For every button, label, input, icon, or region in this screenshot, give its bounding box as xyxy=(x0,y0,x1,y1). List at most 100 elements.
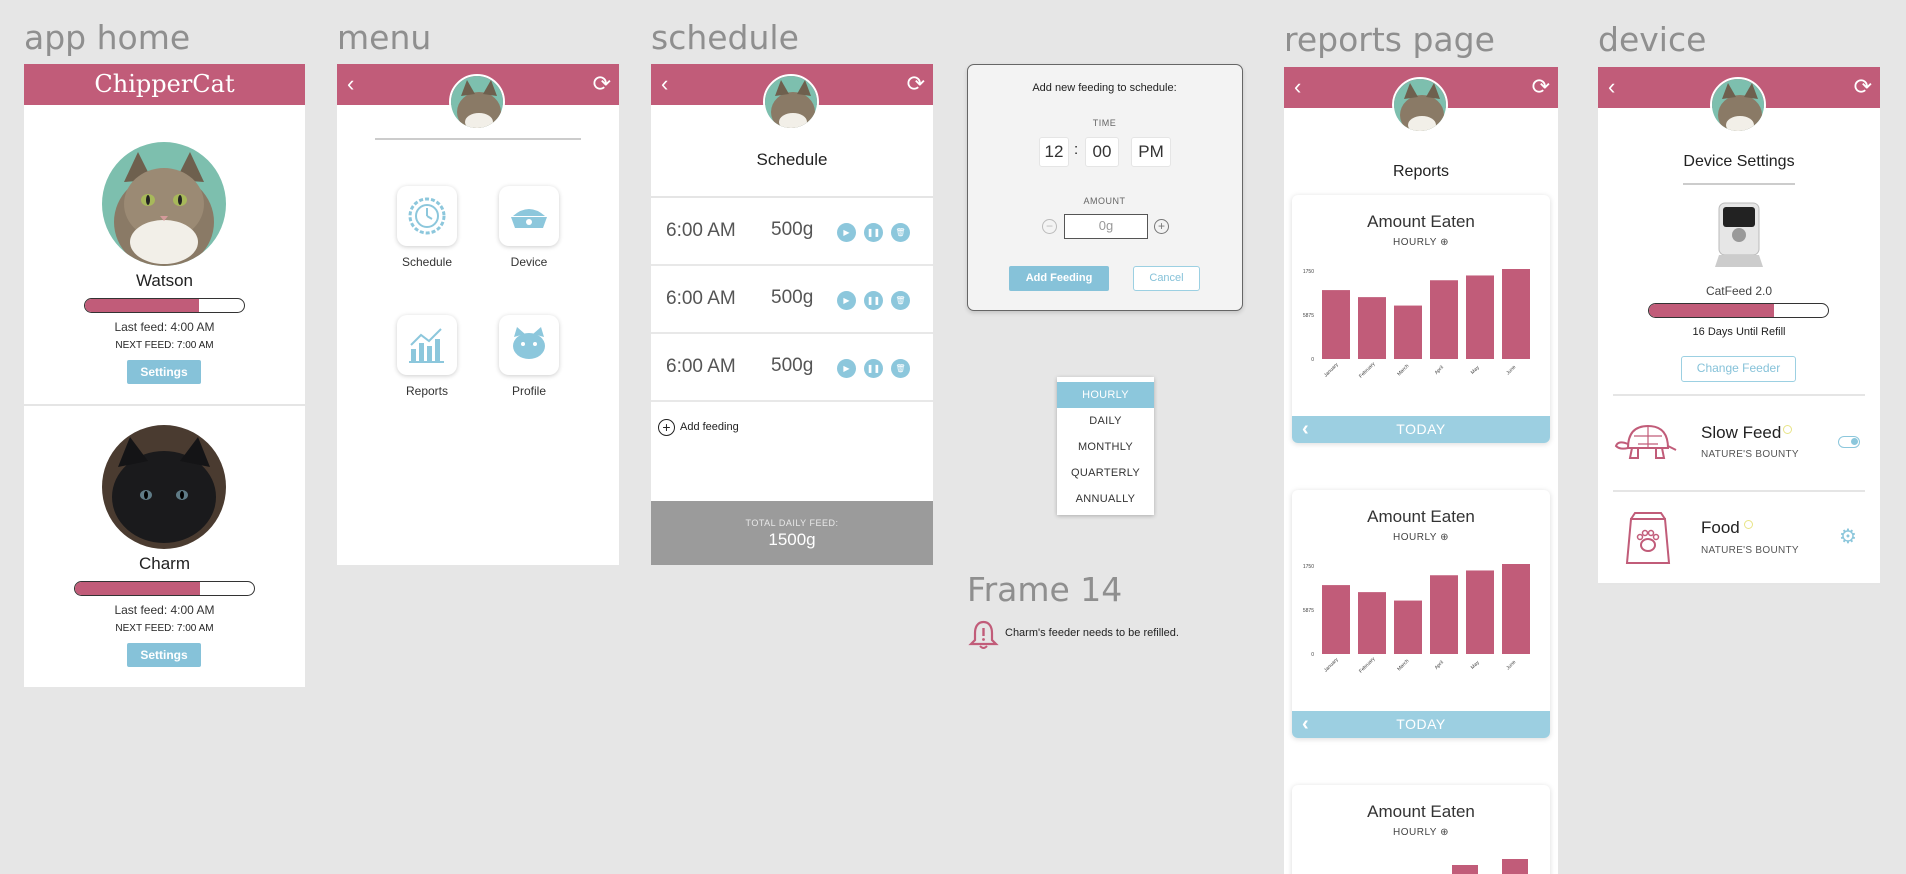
dropdown-option-hourly[interactable]: HOURLY xyxy=(1057,382,1154,408)
trash-icon[interactable]: 🗑 xyxy=(891,291,910,310)
last-feed-watson: Last feed: 4:00 AM xyxy=(114,320,215,334)
menu-item-schedule[interactable] xyxy=(397,186,457,246)
add-feeding-label: Add feeding xyxy=(680,421,739,433)
play-icon[interactable]: ▶ xyxy=(837,291,856,310)
cat-avatar[interactable] xyxy=(1392,77,1448,133)
pause-icon[interactable]: ❚❚ xyxy=(864,291,883,310)
chart-bar xyxy=(1502,859,1528,874)
dropdown-option-monthly[interactable]: MONTHLY xyxy=(1077,441,1134,453)
info-icon[interactable] xyxy=(1744,520,1753,529)
refresh-icon[interactable]: ⟳ xyxy=(1531,74,1550,99)
toggle-icon[interactable] xyxy=(1838,436,1860,448)
trash-icon[interactable]: 🗑 xyxy=(891,223,910,242)
gear-icon[interactable]: ⚙ xyxy=(1839,526,1857,548)
divider xyxy=(1613,394,1865,396)
bell-alert-icon xyxy=(968,619,999,650)
divider xyxy=(1683,183,1795,185)
add-feeding-confirm-button[interactable]: Add Feeding xyxy=(1009,266,1109,291)
y-tick-label: 0 xyxy=(1311,357,1314,363)
chart-bar xyxy=(1322,290,1350,359)
feeding-amount: 500g xyxy=(771,287,814,308)
amount-input[interactable]: 0g xyxy=(1064,214,1148,239)
menu-item-profile[interactable] xyxy=(499,315,559,375)
report-card-3: Amount Eaten HOURLY ⊕ xyxy=(1292,785,1550,874)
menu-label-device: Device xyxy=(510,255,548,269)
dropdown-option-quarterly[interactable]: QUARTERLY xyxy=(1071,467,1140,479)
info-icon[interactable] xyxy=(1783,425,1792,434)
back-icon[interactable]: ‹ xyxy=(661,71,669,96)
x-tick-label: March xyxy=(1396,658,1410,672)
y-tick-label: 1750 xyxy=(1303,269,1314,275)
ampm-field[interactable]: PM xyxy=(1131,137,1171,167)
schedule-row[interactable]: 6:00 AM 500g ▶ ❚❚ 🗑 xyxy=(651,266,933,334)
schedule-row[interactable]: 6:00 AM 500g ▶ ❚❚ 🗑 xyxy=(651,334,933,402)
menu-item-reports[interactable] xyxy=(397,315,457,375)
chart-interval[interactable]: HOURLY ⊕ xyxy=(1393,827,1449,838)
report-card-2: Amount Eaten HOURLY ⊕ 0 5875 1750 January Fe… xyxy=(1292,490,1550,738)
back-icon[interactable]: ‹ xyxy=(1294,74,1302,99)
today-nav-bar[interactable]: ‹ TODAY xyxy=(1292,711,1550,738)
cat-avatar[interactable] xyxy=(449,74,505,130)
settings-button-charm[interactable]: Settings xyxy=(127,643,201,667)
y-tick-label: 1750 xyxy=(1303,564,1314,570)
pause-icon[interactable]: ❚❚ xyxy=(864,223,883,242)
hour-field[interactable]: 12 xyxy=(1039,137,1069,167)
food-bag-icon xyxy=(1623,511,1673,565)
play-icon[interactable]: ▶ xyxy=(837,359,856,378)
settings-button-watson[interactable]: Settings xyxy=(127,360,201,384)
bar-chart-icon xyxy=(409,328,444,363)
device-screen: ‹ ⟳ Device Settings CatFeed 2.0 16 Days … xyxy=(1598,67,1880,585)
feeding-time: 6:00 AM xyxy=(666,288,736,309)
cat-photo-charm[interactable] xyxy=(102,425,226,549)
dropdown-option-daily[interactable]: DAILY xyxy=(1089,415,1122,427)
chart-interval[interactable]: HOURLY ⊕ xyxy=(1393,532,1449,543)
amount-eaten-chart-1: 0 5875 1750 January February March April May Jun… xyxy=(1303,269,1530,379)
minus-circle-icon[interactable]: − xyxy=(1042,219,1057,234)
plus-circle-icon: + xyxy=(658,419,675,436)
x-tick-label: January xyxy=(1323,362,1340,379)
frame-label-device: device xyxy=(1598,20,1707,59)
menu-item-device[interactable] xyxy=(499,186,559,246)
time-separator: : xyxy=(1074,141,1079,158)
pause-icon[interactable]: ❚❚ xyxy=(864,359,883,378)
cat-avatar[interactable] xyxy=(1710,77,1766,133)
play-icon[interactable]: ▶ xyxy=(837,223,856,242)
dropdown-option-annually[interactable]: ANNUALLY xyxy=(1075,493,1136,505)
chart-bar xyxy=(1394,600,1422,654)
add-feeding-button[interactable]: + Add feeding xyxy=(658,419,778,439)
interval-dropdown: HOURLY DAILY MONTHLY QUARTERLY ANNUALLY xyxy=(1057,377,1154,515)
chevron-left-icon[interactable]: ‹ xyxy=(1302,713,1310,735)
chart-interval[interactable]: HOURLY ⊕ xyxy=(1393,237,1449,248)
plus-circle-icon[interactable]: + xyxy=(1154,219,1169,234)
schedule-row[interactable]: 6:00 AM 500g ▶ ❚❚ 🗑 xyxy=(651,198,933,266)
change-feeder-button[interactable]: Change Feeder xyxy=(1681,356,1796,382)
cat-avatar[interactable] xyxy=(763,74,819,130)
refill-countdown: 16 Days Until Refill xyxy=(1692,326,1786,338)
back-icon[interactable]: ‹ xyxy=(1608,74,1616,99)
menu-label-profile: Profile xyxy=(511,384,546,398)
total-daily-feed-panel: TOTAL DAILY FEED: 1500g xyxy=(651,501,933,565)
setting-sub-slow-feed: NATURE'S BOUNTY xyxy=(1701,449,1799,460)
reports-screen: ‹ ⟳ Reports Amount Eaten HOURLY ⊕ 0 5875 1… xyxy=(1284,67,1558,874)
cat-photo-watson[interactable] xyxy=(102,142,226,266)
chevron-left-icon[interactable]: ‹ xyxy=(1302,418,1310,440)
x-tick-label: March xyxy=(1396,363,1410,377)
chart-bar xyxy=(1466,570,1494,654)
total-daily-feed-label: TOTAL DAILY FEED: xyxy=(745,518,839,528)
cancel-button[interactable]: Cancel xyxy=(1133,266,1200,291)
trash-icon[interactable]: 🗑 xyxy=(891,359,910,378)
back-icon[interactable]: ‹ xyxy=(347,71,355,96)
divider xyxy=(1613,490,1865,492)
refresh-icon[interactable]: ⟳ xyxy=(592,71,611,96)
minute-field[interactable]: 00 xyxy=(1085,137,1119,167)
amount-eaten-chart-2: 0 5875 1750 January February March April May Jun… xyxy=(1303,564,1530,674)
frame-label-schedule: schedule xyxy=(651,18,799,57)
today-nav-bar[interactable]: ‹ TODAY xyxy=(1292,416,1550,443)
divider xyxy=(651,196,933,198)
menu-label-schedule: Schedule xyxy=(401,255,453,269)
menu-screen: ‹ ⟳ Schedule Device Reports Profile xyxy=(337,64,619,565)
report-card-1: Amount Eaten HOURLY ⊕ 0 5875 1750 January Fe… xyxy=(1292,195,1550,443)
chart-bar xyxy=(1358,592,1386,654)
refresh-icon[interactable]: ⟳ xyxy=(906,71,925,96)
refresh-icon[interactable]: ⟳ xyxy=(1853,74,1872,99)
